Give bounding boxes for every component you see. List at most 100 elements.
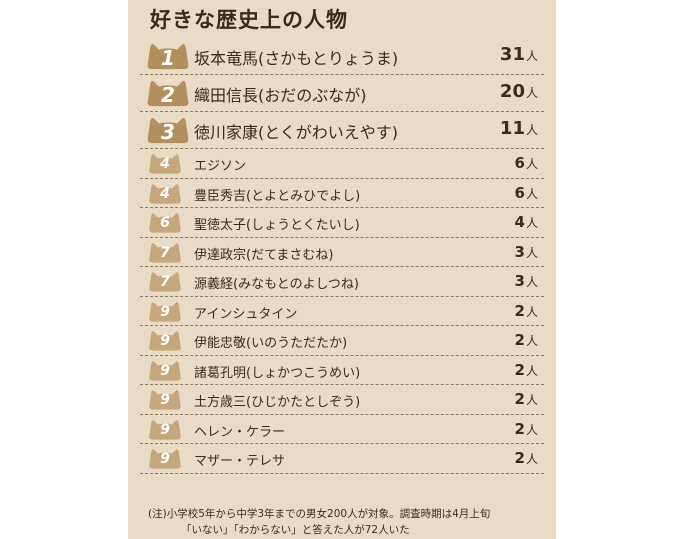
vote-count: 2人 xyxy=(515,331,538,349)
vote-count-value: 31 xyxy=(499,44,525,65)
rank-number: 2 xyxy=(161,83,175,107)
vote-count-unit: 人 xyxy=(525,123,538,137)
vote-count: 31人 xyxy=(500,44,538,65)
cat-head-icon xyxy=(149,360,181,381)
table-row: 9 諸葛孔明(しょかつこうめい) 2人 xyxy=(140,356,544,385)
vote-count-value: 2 xyxy=(514,360,525,379)
person-name: アインシュタイン xyxy=(194,306,298,322)
cat-head-icon xyxy=(149,331,181,351)
table-row: 9 伊能忠敬(いのうただたか) 2人 xyxy=(140,326,544,356)
person-name: 源義経(みなもとのよしつね) xyxy=(194,277,359,292)
vote-count-unit: 人 xyxy=(525,245,538,260)
person-name: 伊能忠敬(いのうただたか) xyxy=(194,336,348,351)
cat-head-icon xyxy=(149,449,181,469)
rank-number: 3 xyxy=(161,120,175,144)
vote-count-unit: 人 xyxy=(525,86,538,100)
table-row: 7 源義経(みなもとのよしつね) 3人 xyxy=(140,267,544,297)
person-name: 徳川家康(とくがわいえやす) xyxy=(194,123,399,142)
rank-number: 9 xyxy=(160,392,170,408)
cat-head-icon xyxy=(147,81,189,107)
vote-count-value: 2 xyxy=(514,419,525,438)
rank-number: 4 xyxy=(160,156,170,172)
vote-count-unit: 人 xyxy=(525,304,538,319)
vote-count-value: 3 xyxy=(514,242,525,261)
person-name: 豊臣秀吉(とよとみひでよし) xyxy=(194,188,361,204)
vote-count-value: 4 xyxy=(514,213,525,231)
table-row: 9 マザー・テレサ 2人 xyxy=(140,444,544,474)
rank-badge: 3 xyxy=(146,115,190,145)
rank-number: 7 xyxy=(160,274,170,290)
person-name: 諸葛孔明(しょかつこうめい) xyxy=(194,365,361,381)
cat-head-icon xyxy=(149,213,181,233)
vote-count-unit: 人 xyxy=(525,49,538,63)
table-row: 4 エジソン 6人 xyxy=(140,149,544,179)
vote-count-unit: 人 xyxy=(525,157,538,171)
vote-count: 2人 xyxy=(515,361,538,379)
table-row: 7 伊達政宗(だてまさむね) 3人 xyxy=(140,238,544,267)
vote-count-unit: 人 xyxy=(525,334,538,348)
table-row: 4 豊臣秀吉(とよとみひでよし) 6人 xyxy=(140,179,544,208)
table-row: 9 アインシュタイン 2人 xyxy=(140,297,544,326)
vote-count-value: 6 xyxy=(514,183,525,202)
cat-head-icon xyxy=(147,118,189,144)
vote-count-value: 2 xyxy=(514,449,525,467)
rank-number: 7 xyxy=(160,244,170,261)
rank-number: 9 xyxy=(160,333,170,349)
cat-head-icon xyxy=(149,272,181,292)
person-name: 土方歳三(ひじかたとしぞう) xyxy=(194,395,361,410)
rank-number: 9 xyxy=(160,303,170,320)
person-name: 坂本竜馬(さかもとりょうま) xyxy=(194,49,399,68)
rank-badge: 9 xyxy=(148,359,182,382)
vote-count: 6人 xyxy=(515,154,538,172)
cat-head-icon xyxy=(149,154,181,174)
ranking-table: 1 坂本竜馬(さかもとりょうま) 31人 2 織田信長(おだのぶなが) 20人 3 徳川家康(… xyxy=(140,38,544,474)
vote-count-value: 6 xyxy=(514,154,525,172)
chart-title: 好きな歴史上の人物 xyxy=(150,8,348,32)
table-row: 9 土方歳三(ひじかたとしぞう) 2人 xyxy=(140,385,544,415)
vote-count-value: 2 xyxy=(514,331,525,349)
rank-number: 9 xyxy=(160,451,170,467)
table-row: 1 坂本竜馬(さかもとりょうま) 31人 xyxy=(140,38,544,75)
table-row: 6 聖徳太子(しょうとくたいし) 4人 xyxy=(140,208,544,238)
vote-count-unit: 人 xyxy=(525,452,538,466)
rank-number: 6 xyxy=(160,215,170,231)
person-name: マザー・テレサ xyxy=(194,454,286,469)
vote-count-unit: 人 xyxy=(525,422,538,437)
vote-count-value: 2 xyxy=(514,390,525,408)
vote-count: 3人 xyxy=(515,272,538,290)
cat-head-icon xyxy=(149,242,181,263)
vote-count: 3人 xyxy=(515,243,538,261)
vote-count-value: 2 xyxy=(514,301,525,320)
cat-head-icon xyxy=(149,390,181,410)
rank-badge: 9 xyxy=(148,329,182,352)
vote-count-unit: 人 xyxy=(525,186,538,201)
vote-count: 20人 xyxy=(500,81,538,102)
vote-count-value: 20 xyxy=(499,81,525,102)
rank-badge: 9 xyxy=(148,300,182,323)
vote-count: 6人 xyxy=(515,184,538,202)
footnote-line-2: 「いない」「わからない」と答えた人が72人いた xyxy=(181,524,410,536)
person-name: ヘレン・ケラー xyxy=(194,424,286,440)
vote-count-unit: 人 xyxy=(525,216,538,230)
table-row: 3 徳川家康(とくがわいえやす) 11人 xyxy=(140,112,544,149)
vote-count-unit: 人 xyxy=(525,393,538,407)
cat-head-icon xyxy=(147,44,189,70)
vote-count: 4人 xyxy=(515,213,538,231)
rank-number: 4 xyxy=(160,185,170,202)
person-name: 伊達政宗(だてまさむね) xyxy=(194,247,334,263)
rank-number: 1 xyxy=(161,46,175,70)
rank-badge: 4 xyxy=(148,152,182,175)
vote-count-value: 3 xyxy=(514,272,525,290)
rank-badge: 4 xyxy=(148,182,182,205)
vote-count: 2人 xyxy=(515,302,538,320)
vote-count-unit: 人 xyxy=(525,275,538,289)
rank-badge: 9 xyxy=(148,388,182,411)
rank-badge: 6 xyxy=(148,211,182,234)
person-name: 聖徳太子(しょうとくたいし) xyxy=(194,218,360,233)
table-row: 2 織田信長(おだのぶなが) 20人 xyxy=(140,75,544,112)
rank-badge: 1 xyxy=(146,41,190,71)
cat-head-icon xyxy=(149,301,181,322)
cat-head-icon xyxy=(149,183,181,204)
person-name: 織田信長(おだのぶなが) xyxy=(194,86,367,105)
person-name: エジソン xyxy=(194,159,247,174)
